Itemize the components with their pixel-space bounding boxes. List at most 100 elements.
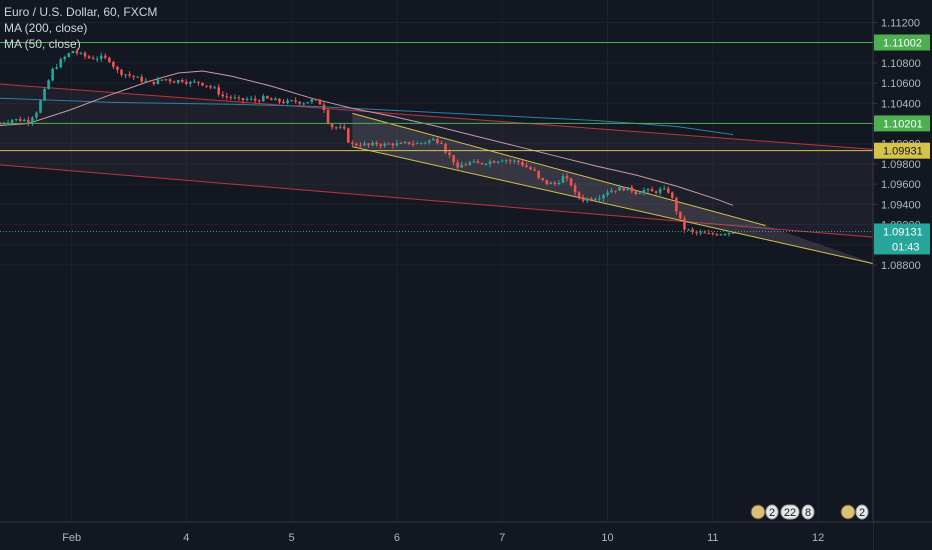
- candle-up: [31, 117, 34, 123]
- candle-down: [128, 74, 131, 76]
- candle-up: [415, 143, 419, 145]
- ma-50-line: [0, 70, 734, 206]
- candle-up: [338, 126, 342, 128]
- candle-up: [59, 59, 63, 68]
- event-flag-icon: [750, 504, 766, 520]
- candle-up: [419, 142, 423, 144]
- last-price-tag: [874, 223, 930, 255]
- candle-down: [87, 56, 91, 59]
- candle-up: [371, 142, 374, 146]
- candle-up: [488, 161, 492, 164]
- candle-up: [606, 192, 609, 195]
- candle-down: [342, 126, 346, 129]
- candle-down: [282, 101, 285, 103]
- candle-down: [266, 96, 269, 99]
- level-tag-text: 1.09931: [883, 146, 923, 158]
- event-marker-badge: [801, 504, 815, 520]
- candle-down: [253, 98, 257, 101]
- candle-up: [432, 138, 435, 141]
- candle-up: [403, 141, 407, 144]
- candle-down: [359, 145, 362, 147]
- candle-up: [460, 164, 463, 168]
- price-axis[interactable]: [873, 0, 932, 522]
- event-marker-count: 2: [769, 507, 775, 519]
- candle-up: [594, 199, 597, 201]
- candle-down: [209, 86, 212, 88]
- candle-up: [189, 82, 192, 84]
- candle-up: [144, 80, 148, 82]
- time-tick-label: Feb: [62, 532, 81, 544]
- candle-up: [699, 232, 702, 234]
- candle-down: [456, 162, 459, 168]
- time-axis[interactable]: [0, 522, 873, 550]
- candle-down: [614, 190, 617, 192]
- candle-up: [468, 162, 472, 165]
- candle-up: [23, 119, 26, 122]
- candle-down: [622, 186, 625, 191]
- candle-down: [581, 197, 585, 201]
- candle-down: [553, 182, 557, 185]
- candle-down: [201, 82, 204, 86]
- trend-channels: [0, 83, 879, 266]
- candle-up: [213, 87, 216, 89]
- time-tick-label: 4: [183, 532, 189, 544]
- candle-down: [541, 178, 544, 180]
- legend-ma-200[interactable]: MA (200, close): [4, 21, 88, 35]
- candle-up: [79, 52, 83, 54]
- candle-down: [322, 104, 326, 111]
- price-tick-label: 1.10800: [881, 58, 921, 70]
- event-marker-count: 22: [784, 507, 796, 519]
- candle-down: [108, 57, 111, 63]
- candle-down: [671, 192, 674, 198]
- candle-up: [63, 56, 67, 60]
- candle-down: [452, 155, 455, 163]
- moving-averages: [0, 70, 734, 206]
- candle-up: [274, 98, 277, 101]
- level-tag-text: 1.11002: [883, 37, 922, 49]
- candle-down: [464, 164, 468, 166]
- candle-down: [590, 198, 593, 201]
- candle-down: [318, 99, 322, 105]
- candle-down: [132, 75, 135, 78]
- candle-up: [164, 79, 168, 81]
- countdown-label: 01:43: [892, 241, 920, 253]
- candle-down: [347, 128, 350, 143]
- candle-down: [278, 98, 281, 102]
- channel-lower-wide: [0, 164, 879, 239]
- candle-up: [290, 100, 293, 102]
- candle-up: [286, 100, 289, 103]
- candle-down: [152, 81, 156, 84]
- candle-up: [245, 99, 249, 101]
- event-marker-badge: [765, 504, 779, 520]
- candle-up: [35, 112, 38, 118]
- candle-down: [517, 160, 520, 163]
- candle-up: [585, 198, 589, 201]
- candle-down: [476, 161, 480, 164]
- chart-title[interactable]: Euro / U.S. Dollar, 60, FXCM: [4, 5, 158, 19]
- candle-down: [237, 97, 241, 99]
- candle-down: [731, 232, 735, 234]
- horizontal-levels[interactable]: [0, 41, 873, 232]
- candle-down: [351, 142, 354, 144]
- candle-down: [509, 160, 512, 162]
- candle-down: [229, 96, 233, 98]
- candle-down: [221, 94, 225, 97]
- candle-down: [569, 178, 573, 186]
- candle-down: [379, 144, 382, 146]
- price-tick-label: 1.09800: [881, 159, 921, 171]
- candle-down: [257, 100, 261, 102]
- time-tick-label: 6: [394, 532, 400, 544]
- candle-up: [472, 161, 476, 163]
- candle-up: [610, 190, 613, 193]
- price-tags: 1.11002 1.10201 1.09931 1.09131 01:43: [874, 34, 930, 255]
- candle-down: [529, 167, 532, 170]
- event-markers[interactable]: 2 22 8 2: [750, 504, 869, 520]
- candle-down: [160, 79, 164, 81]
- candle-down: [120, 69, 123, 75]
- price-tick-label: 1.09400: [881, 199, 921, 211]
- candle-down: [298, 101, 301, 104]
- legend-ma-50[interactable]: MA (50, close): [4, 37, 81, 51]
- candle-up: [136, 76, 139, 78]
